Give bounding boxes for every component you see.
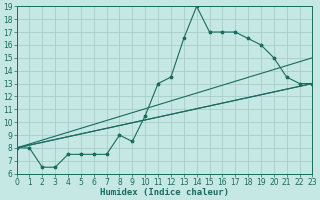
X-axis label: Humidex (Indice chaleur): Humidex (Indice chaleur): [100, 188, 229, 197]
